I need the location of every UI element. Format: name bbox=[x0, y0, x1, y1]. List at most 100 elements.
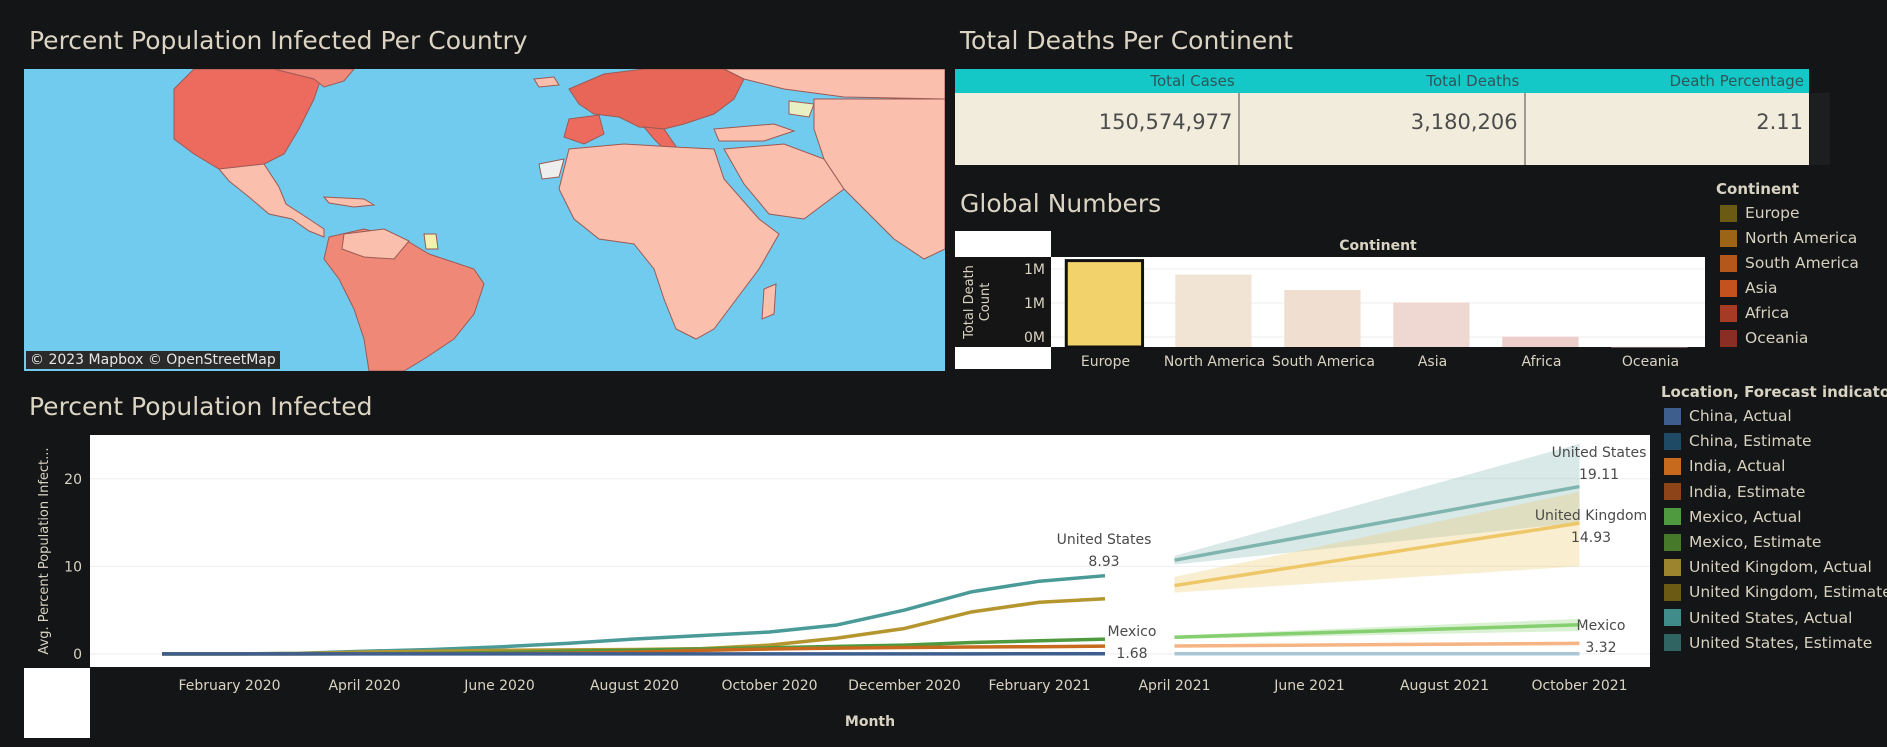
location-legend-item[interactable]: United States, Actual bbox=[1664, 609, 1852, 627]
line-x-tick-label: October 2020 bbox=[721, 678, 817, 694]
location-legend-item[interactable]: United Kingdom, Actual bbox=[1664, 558, 1872, 576]
bar-chart-axis-band bbox=[955, 257, 1051, 347]
line-y-tick-label: 20 bbox=[64, 472, 82, 488]
map-caribbean bbox=[322, 196, 376, 208]
bar-chart-title: Continent bbox=[1339, 238, 1417, 254]
bar-x-label: Africa bbox=[1522, 354, 1562, 370]
legend-swatch bbox=[1720, 254, 1737, 272]
series-line bbox=[1174, 623, 1580, 639]
legend-label: United States, Estimate bbox=[1689, 633, 1873, 652]
continent-legend-item[interactable]: Oceania bbox=[1720, 329, 1808, 347]
bar-y-tick-label: 0M bbox=[1024, 330, 1045, 346]
bar-chart-plot-bg bbox=[1051, 257, 1705, 347]
legend-label: India, Actual bbox=[1689, 457, 1786, 476]
legend-label: China, Actual bbox=[1689, 407, 1792, 425]
map-south-america bbox=[323, 228, 485, 371]
legend-swatch bbox=[1720, 229, 1737, 247]
line-x-tick-label: April 2020 bbox=[328, 678, 400, 694]
bar-y-tick-label: 1M bbox=[1024, 296, 1045, 312]
map-russia bbox=[723, 69, 945, 100]
forecast-band bbox=[1174, 491, 1580, 593]
continent-legend-item[interactable]: Asia bbox=[1720, 279, 1777, 297]
total-cases-value[interactable]: 150,574,977 bbox=[955, 93, 1241, 165]
legend-swatch bbox=[1664, 432, 1681, 450]
legend-swatch bbox=[1664, 508, 1681, 526]
legend-label: United States, Actual bbox=[1689, 608, 1853, 627]
location-legend-item[interactable]: Mexico, Estimate bbox=[1664, 533, 1821, 551]
deaths-table-header: Total Cases Total Deaths Death Percentag… bbox=[955, 69, 1810, 93]
legend-label: India, Estimate bbox=[1689, 482, 1806, 501]
total-deaths-value[interactable]: 3,180,206 bbox=[1240, 93, 1526, 165]
table-scrollbar[interactable] bbox=[1810, 93, 1830, 165]
forecast-band bbox=[1174, 443, 1580, 565]
location-legend-item[interactable]: United States, Estimate bbox=[1664, 634, 1872, 652]
line-y-tick-label: 10 bbox=[64, 559, 82, 575]
legend-swatch bbox=[1664, 558, 1681, 576]
map-turkey bbox=[713, 123, 796, 142]
annotation-value: 8.93 bbox=[1088, 554, 1119, 570]
column-header-death-percentage[interactable]: Death Percentage bbox=[1524, 69, 1810, 93]
map-europe bbox=[568, 69, 745, 130]
legend-swatch bbox=[1664, 609, 1681, 627]
bar-north-america bbox=[1175, 274, 1252, 347]
location-legend-item[interactable]: India, Actual bbox=[1664, 457, 1785, 475]
bar-asia bbox=[1393, 302, 1470, 347]
annotation-label: United States bbox=[1057, 532, 1152, 548]
annotation-value: 19.11 bbox=[1579, 467, 1619, 483]
line-x-tick-label: December 2020 bbox=[848, 678, 961, 694]
bar-south-america bbox=[1284, 290, 1361, 347]
bar-x-label: Europe bbox=[1081, 354, 1130, 370]
annotation-label: Mexico bbox=[1577, 618, 1626, 634]
map-venezuela bbox=[341, 228, 410, 260]
legend-swatch bbox=[1664, 483, 1681, 501]
map-western-sahara bbox=[538, 158, 565, 180]
line-x-tick-label: June 2020 bbox=[463, 678, 535, 694]
map-title: Percent Population Infected Per Country bbox=[29, 26, 528, 55]
legend-label: Mexico, Estimate bbox=[1689, 533, 1822, 551]
legend-label: Africa bbox=[1745, 304, 1790, 322]
location-legend-item[interactable]: United Kingdom, Estimate bbox=[1664, 583, 1887, 601]
location-legend-item[interactable]: India, Estimate bbox=[1664, 483, 1805, 501]
bar-x-label: Asia bbox=[1418, 354, 1447, 370]
bar-europe bbox=[1064, 259, 1145, 349]
map-africa bbox=[558, 143, 780, 340]
continent-legend-item[interactable]: Europe bbox=[1720, 204, 1800, 222]
line-x-tick-label: February 2021 bbox=[988, 678, 1090, 694]
map-asia bbox=[813, 98, 945, 260]
world-map[interactable]: © 2023 Mapbox © OpenStreetMap bbox=[24, 69, 945, 371]
map-shapes bbox=[173, 69, 945, 371]
map-guiana bbox=[423, 233, 439, 250]
global-bar-chart: Continent Total DeathCount 1M 1M 0M Europe Nor… bbox=[955, 231, 1705, 370]
location-legend-item[interactable]: China, Estimate bbox=[1664, 432, 1812, 450]
map-madagascar bbox=[761, 283, 777, 320]
annotation-value: 14.93 bbox=[1571, 530, 1611, 546]
legend-swatch bbox=[1720, 304, 1737, 322]
continent-legend-item[interactable]: Africa bbox=[1720, 304, 1789, 322]
annotation-value: 1.68 bbox=[1116, 646, 1147, 662]
death-percentage-value[interactable]: 2.11 bbox=[1756, 110, 1803, 134]
location-legend-title: Location, Forecast indicator bbox=[1661, 383, 1887, 401]
bar-x-label: North America bbox=[1164, 354, 1265, 370]
location-legend-item[interactable]: Mexico, Actual bbox=[1664, 508, 1802, 526]
map-attribution[interactable]: © 2023 Mapbox © OpenStreetMap bbox=[26, 351, 280, 369]
column-header-total-deaths[interactable]: Total Deaths bbox=[1240, 69, 1525, 93]
series-line bbox=[1174, 641, 1580, 648]
continent-legend-title: Continent bbox=[1716, 180, 1800, 198]
line-x-tick-label: August 2020 bbox=[590, 678, 679, 694]
deaths-title: Total Deaths Per Continent bbox=[960, 26, 1293, 55]
line-x-tick-label: April 2021 bbox=[1138, 678, 1210, 694]
map-north-america bbox=[173, 69, 325, 178]
bar-x-label: South America bbox=[1272, 354, 1375, 370]
legend-swatch bbox=[1664, 634, 1681, 652]
continent-legend-item[interactable]: South America bbox=[1720, 254, 1859, 272]
location-legend-item[interactable]: China, Actual bbox=[1664, 407, 1792, 425]
series-line bbox=[1174, 521, 1580, 588]
line-x-tick-label: October 2021 bbox=[1531, 678, 1627, 694]
line-chart-ylabel: Avg. Percent Population Infect... bbox=[37, 447, 52, 654]
bar-africa bbox=[1502, 336, 1579, 347]
continent-legend-item[interactable]: North America bbox=[1720, 229, 1857, 247]
legend-label: China, Estimate bbox=[1689, 432, 1812, 451]
legend-label: Europe bbox=[1745, 204, 1800, 222]
column-header-total-cases[interactable]: Total Cases bbox=[955, 69, 1240, 93]
map-iberia bbox=[563, 114, 605, 145]
